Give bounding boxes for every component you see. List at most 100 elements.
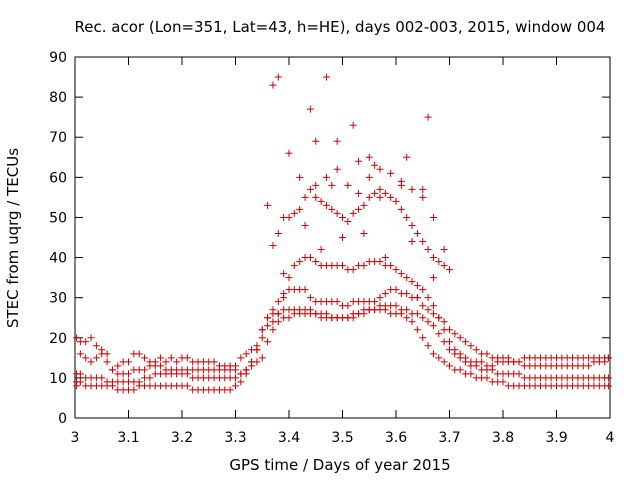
data-point xyxy=(114,362,122,370)
data-point xyxy=(322,201,330,209)
data-point xyxy=(397,310,405,318)
data-point xyxy=(387,169,395,177)
x-tick-label: 3.1 xyxy=(117,430,139,446)
data-point xyxy=(435,314,443,322)
data-point xyxy=(403,314,411,322)
data-point xyxy=(141,354,149,362)
data-point xyxy=(274,318,282,326)
data-point xyxy=(232,382,239,390)
data-point xyxy=(381,290,389,298)
data-point xyxy=(130,386,138,394)
data-point xyxy=(344,217,352,225)
data-point xyxy=(269,242,277,250)
data-point xyxy=(103,350,111,358)
data-point xyxy=(429,213,437,221)
x-tick-label: 3.9 xyxy=(545,430,567,446)
data-point xyxy=(339,213,346,221)
data-point xyxy=(371,161,379,169)
data-point xyxy=(462,338,470,346)
data-point xyxy=(306,185,314,193)
data-point xyxy=(253,358,261,366)
data-point xyxy=(371,298,379,306)
data-point xyxy=(285,149,293,157)
data-point xyxy=(424,342,432,350)
data-point xyxy=(429,322,437,330)
data-point xyxy=(306,254,314,262)
data-point xyxy=(328,181,336,189)
y-tick-label: 50 xyxy=(49,210,67,226)
y-tick-label: 20 xyxy=(49,331,67,347)
data-point xyxy=(365,173,373,181)
data-point xyxy=(135,350,143,358)
data-point xyxy=(312,310,320,318)
data-point xyxy=(274,229,282,237)
data-point xyxy=(349,266,357,274)
data-point xyxy=(403,274,411,282)
data-point xyxy=(483,350,491,358)
data-point xyxy=(419,185,427,193)
data-point xyxy=(328,205,336,213)
data-point xyxy=(103,358,111,366)
data-point xyxy=(296,258,304,266)
data-point xyxy=(125,358,132,366)
data-point xyxy=(141,366,149,374)
data-point xyxy=(585,362,593,370)
data-point xyxy=(280,270,288,278)
data-point xyxy=(108,366,116,374)
data-point xyxy=(387,193,395,201)
data-point xyxy=(360,201,368,209)
data-point xyxy=(82,338,90,346)
data-point xyxy=(253,342,261,350)
data-point xyxy=(440,358,448,366)
data-point xyxy=(381,189,389,197)
data-point xyxy=(306,294,314,302)
data-point xyxy=(339,262,346,270)
data-point xyxy=(355,205,363,213)
data-point xyxy=(76,350,84,358)
data-point xyxy=(167,354,175,362)
data-point xyxy=(413,229,421,237)
data-point xyxy=(408,318,416,326)
data-point xyxy=(419,238,427,246)
data-point xyxy=(73,382,81,390)
data-point xyxy=(424,306,432,314)
data-point xyxy=(355,189,363,197)
x-tick-label: 3.6 xyxy=(385,430,407,446)
x-axis: 3 3.1 3.2 3.3 3.4 3.5 3.6 3.7 3.8 3.9 4 xyxy=(71,57,615,446)
data-point xyxy=(488,362,496,370)
x-tick-label: 3.2 xyxy=(171,430,193,446)
data-point xyxy=(264,201,272,209)
data-point xyxy=(285,314,293,322)
data-point xyxy=(317,246,325,254)
data-point xyxy=(419,193,427,201)
data-point xyxy=(274,73,282,81)
data-point xyxy=(301,193,309,201)
y-tick-label: 40 xyxy=(49,251,67,267)
data-point xyxy=(237,354,245,362)
data-point xyxy=(264,338,272,346)
data-point xyxy=(306,306,314,314)
y-axis: 0 10 20 30 40 50 60 70 80 90 xyxy=(49,50,610,427)
data-point xyxy=(274,310,282,318)
data-point xyxy=(376,294,384,302)
data-point xyxy=(290,209,298,217)
data-point xyxy=(237,370,245,378)
data-point xyxy=(242,366,250,374)
data-point xyxy=(232,374,239,382)
data-point xyxy=(296,205,304,213)
data-point xyxy=(87,334,95,342)
data-point xyxy=(435,354,443,362)
data-point xyxy=(125,370,132,378)
y-tick-label: 30 xyxy=(49,291,67,307)
data-point xyxy=(456,334,464,342)
data-point xyxy=(269,81,277,89)
data-point xyxy=(604,374,612,382)
data-point xyxy=(162,358,170,366)
data-point xyxy=(87,358,95,366)
data-point xyxy=(76,378,84,386)
data-point xyxy=(355,157,363,165)
y-tick-label: 10 xyxy=(49,371,67,387)
data-point xyxy=(322,73,330,81)
data-point xyxy=(515,370,523,378)
data-point xyxy=(73,334,81,342)
